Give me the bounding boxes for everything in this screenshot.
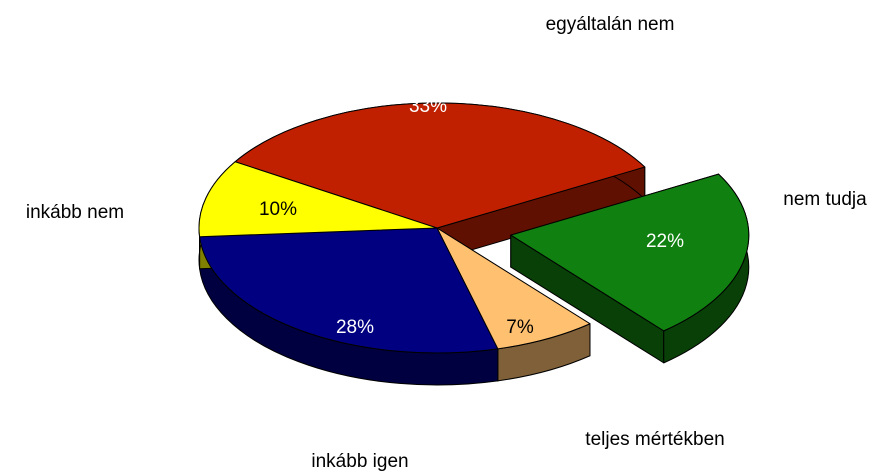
- pie-slice: [199, 227, 499, 354]
- pie-slice: [198, 161, 438, 238]
- category-label: inkább igen: [311, 451, 408, 472]
- category-label: nem tudja: [783, 189, 867, 210]
- category-label: egyáltalán nem: [546, 14, 675, 35]
- value-label: 28%: [336, 317, 374, 338]
- pie-tops: [198, 102, 750, 354]
- pie-slice: [436, 227, 591, 350]
- pie-slice: [234, 102, 646, 229]
- category-label: inkább nem: [26, 202, 124, 223]
- value-label: 7%: [506, 317, 534, 338]
- value-label: 22%: [646, 231, 684, 252]
- value-label: 33%: [409, 96, 447, 117]
- pie-slice: [510, 173, 750, 332]
- category-label: teljes mértékben: [585, 429, 724, 450]
- value-label: 10%: [259, 199, 297, 220]
